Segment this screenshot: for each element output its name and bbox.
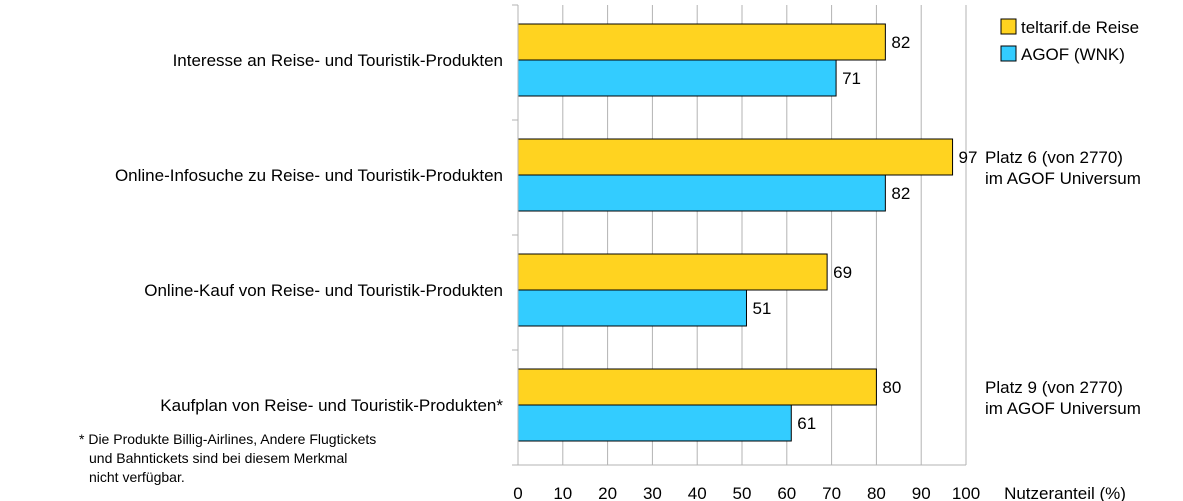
footnote: * Die Produkte Billig-Airlines, Andere F… <box>79 431 376 485</box>
legend-swatch <box>1000 18 1017 35</box>
annotation-line: Platz 6 (von 2770) <box>985 148 1123 167</box>
x-tick-label: 40 <box>688 484 707 501</box>
bar <box>517 174 886 212</box>
value-label: 82 <box>891 33 910 52</box>
annotations: Platz 6 (von 2770) im AGOF Universum Platz… <box>985 148 1141 418</box>
bar <box>517 138 954 176</box>
x-axis-title: Nutzeranteil (%) <box>1004 484 1126 501</box>
bar <box>517 289 747 327</box>
x-tick-label: 50 <box>733 484 752 501</box>
bar <box>517 59 837 97</box>
category-label: Kaufplan von Reise- und Touristik-Produk… <box>160 396 503 415</box>
x-tick-label: 80 <box>867 484 886 501</box>
value-label: 69 <box>833 263 852 282</box>
labels: 82 71 Interesse an Reise- und Touristik-Pr… <box>115 33 978 433</box>
bar <box>517 404 792 442</box>
x-tick-label: 100 <box>952 484 980 501</box>
footnote-line: nicht verfügbar. <box>89 469 185 485</box>
annotation-line: im AGOF Universum <box>985 399 1141 418</box>
value-label: 97 <box>959 148 978 167</box>
footnote-line: * Die Produkte Billig-Airlines, Andere F… <box>79 431 376 447</box>
value-label: 51 <box>752 299 771 318</box>
x-tick-label: 20 <box>598 484 617 501</box>
legend-label: AGOF (WNK) <box>1021 45 1125 64</box>
annotation-line: Platz 9 (von 2770) <box>985 378 1123 397</box>
x-tick-label: 0 <box>513 484 522 501</box>
value-label: 61 <box>797 414 816 433</box>
legend: teltarif.de Reise AGOF (WNK) <box>1000 18 1139 64</box>
bar <box>517 253 828 291</box>
category-label: Online-Kauf von Reise- und Touristik-Pro… <box>144 281 503 300</box>
annotation-line: im AGOF Universum <box>985 169 1141 188</box>
x-tick-label: 10 <box>553 484 572 501</box>
axis: 0 10 20 30 40 50 60 70 80 90 100 Nutzeranteil (%) <box>512 4 1126 501</box>
value-label: 71 <box>842 69 861 88</box>
value-label: 80 <box>882 378 901 397</box>
legend-label: teltarif.de Reise <box>1021 18 1139 37</box>
legend-swatch <box>1000 45 1017 62</box>
category-label: Online-Infosuche zu Reise- und Touristik… <box>115 166 503 185</box>
x-tick-label: 30 <box>643 484 662 501</box>
category-label: Interesse an Reise- und Touristik-Produk… <box>173 51 503 70</box>
bar <box>517 23 886 61</box>
value-label: 82 <box>891 184 910 203</box>
footnote-line: und Bahntickets sind bei diesem Merkmal <box>89 450 347 466</box>
x-tick-label: 60 <box>777 484 796 501</box>
x-tick-label: 90 <box>912 484 931 501</box>
bar <box>517 368 877 406</box>
x-tick-label: 70 <box>822 484 841 501</box>
